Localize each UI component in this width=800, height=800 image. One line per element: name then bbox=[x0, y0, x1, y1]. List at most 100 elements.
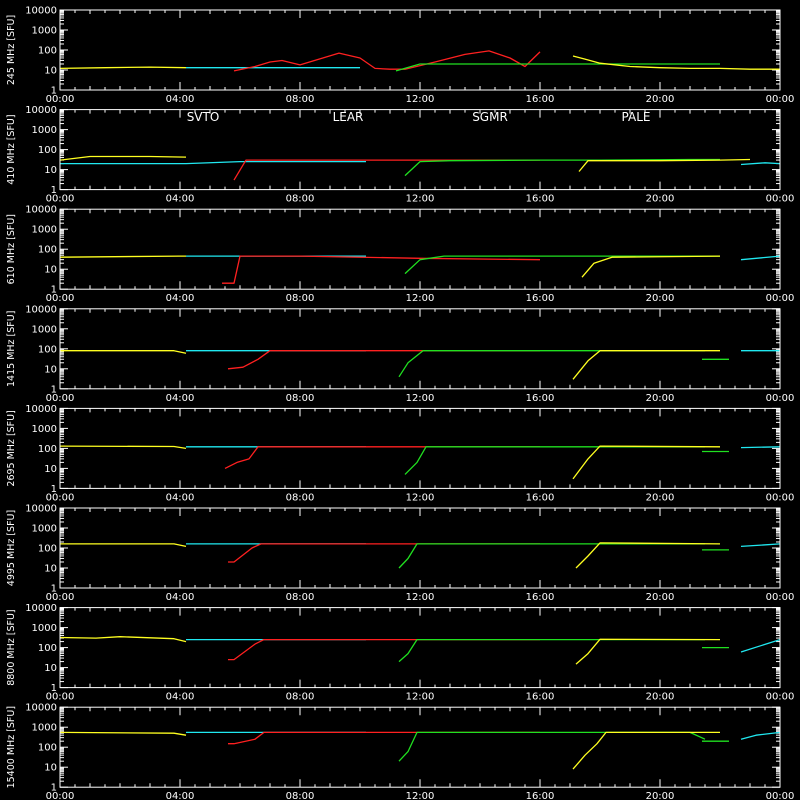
plot-frame bbox=[59, 9, 781, 91]
x-tick-label: 00:00 bbox=[46, 791, 75, 800]
legend-entry-sgmr: SGMR bbox=[472, 110, 508, 124]
x-tick-label: 16:00 bbox=[526, 194, 555, 205]
y-tick-label: 1 bbox=[51, 86, 57, 97]
series-pale bbox=[575, 638, 721, 665]
x-tick-label: 20:00 bbox=[646, 194, 675, 205]
x-tick-label: 00:00 bbox=[46, 592, 75, 603]
plot-frame bbox=[59, 407, 781, 489]
series-pale bbox=[59, 731, 187, 736]
x-tick-label: 12:00 bbox=[406, 393, 435, 404]
y-axis-label: 8800 MHz [SFU] bbox=[6, 609, 17, 685]
y-tick-label: 100 bbox=[38, 46, 57, 57]
series-svto bbox=[228, 543, 540, 563]
x-tick-label: 00:00 bbox=[46, 293, 75, 304]
y-axis-label: 1415 MHz [SFU] bbox=[6, 311, 17, 387]
series-lear bbox=[60, 160, 366, 165]
y-tick-label: 1 bbox=[51, 683, 57, 694]
y-tick-label: 10000 bbox=[25, 304, 57, 315]
x-tick-label: 00:00 bbox=[46, 94, 75, 105]
series-pale bbox=[59, 636, 187, 643]
x-tick-label: 20:00 bbox=[646, 692, 675, 703]
x-tick-label: 04:00 bbox=[166, 492, 195, 503]
legend-entry-pale: PALE bbox=[622, 110, 651, 124]
plot-frame bbox=[59, 607, 781, 689]
x-tick-label: 16:00 bbox=[526, 592, 555, 603]
x-tick-label: 00:00 bbox=[766, 293, 795, 304]
x-tick-label: 08:00 bbox=[286, 393, 315, 404]
series-sgmr bbox=[398, 543, 705, 569]
series-sgmr bbox=[395, 63, 720, 72]
y-tick-label: 10 bbox=[44, 165, 57, 176]
panel-4: 1 10 100 1000 10000 00:00 04:00 08:00 12:00 16:00… bbox=[6, 304, 794, 404]
x-tick-label: 08:00 bbox=[286, 791, 315, 800]
y-tick-label: 10 bbox=[44, 564, 57, 575]
x-tick-label: 12:00 bbox=[406, 592, 435, 603]
panel-7: 1 10 100 1000 10000 00:00 04:00 08:00 12:00 16:00… bbox=[6, 603, 794, 703]
x-tick-label: 08:00 bbox=[286, 194, 315, 205]
x-tick-label: 08:00 bbox=[286, 692, 315, 703]
y-tick-label: 100 bbox=[38, 245, 57, 256]
x-tick-label: 20:00 bbox=[646, 293, 675, 304]
y-tick-label: 10000 bbox=[25, 603, 57, 614]
panel-5: 1 10 100 1000 10000 00:00 04:00 08:00 12:00 16:00… bbox=[6, 404, 794, 504]
x-tick-label: 00:00 bbox=[46, 194, 75, 205]
y-axis-label: 4995 MHz [SFU] bbox=[6, 510, 17, 586]
series-lear bbox=[740, 255, 781, 261]
y-tick-label: 10000 bbox=[25, 6, 57, 17]
series-sgmr bbox=[404, 158, 720, 177]
series-sgmr bbox=[404, 446, 705, 475]
series-pale bbox=[572, 55, 780, 70]
x-tick-label: 08:00 bbox=[286, 293, 315, 304]
series-pale bbox=[59, 445, 187, 450]
x-tick-label: 04:00 bbox=[166, 393, 195, 404]
y-tick-label: 100 bbox=[38, 643, 57, 654]
x-tick-label: 16:00 bbox=[526, 791, 555, 800]
series-sgmr bbox=[404, 255, 720, 275]
plot-frame bbox=[59, 507, 781, 589]
series-lear bbox=[740, 731, 781, 740]
series-pale bbox=[60, 543, 187, 548]
series-lear bbox=[740, 638, 781, 653]
series-pale bbox=[575, 542, 721, 569]
x-tick-label: 16:00 bbox=[526, 293, 555, 304]
x-tick-label: 00:00 bbox=[766, 692, 795, 703]
y-tick-label: 10 bbox=[44, 663, 57, 674]
y-tick-label: 1 bbox=[51, 783, 57, 794]
x-tick-label: 20:00 bbox=[646, 492, 675, 503]
y-tick-label: 1000 bbox=[32, 723, 57, 734]
y-tick-label: 10 bbox=[44, 364, 57, 375]
series-svto bbox=[233, 50, 541, 72]
series-lear bbox=[740, 543, 781, 548]
x-tick-label: 12:00 bbox=[406, 194, 435, 205]
series-svto bbox=[228, 638, 540, 661]
y-tick-label: 10000 bbox=[25, 703, 57, 714]
x-tick-label: 08:00 bbox=[286, 592, 315, 603]
series-sgmr bbox=[398, 731, 706, 762]
legend-entry-svto: SVTO bbox=[187, 110, 220, 124]
y-tick-label: 10 bbox=[44, 464, 57, 475]
x-tick-label: 04:00 bbox=[166, 791, 195, 800]
x-tick-label: 00:00 bbox=[766, 194, 795, 205]
series-pale bbox=[60, 350, 187, 354]
plot-frame bbox=[59, 109, 781, 191]
panel-1: 1 10 100 1000 10000 00:00 04:00 08:00 12:00 16:00… bbox=[6, 6, 794, 106]
plot-frame bbox=[59, 208, 781, 290]
x-tick-label: 00:00 bbox=[46, 692, 75, 703]
series-pale bbox=[581, 255, 721, 278]
series-svto bbox=[227, 350, 540, 370]
y-tick-label: 100 bbox=[38, 145, 57, 156]
x-tick-label: 00:00 bbox=[766, 791, 795, 800]
y-tick-label: 1000 bbox=[32, 324, 57, 335]
panel-2: 1 10 100 1000 10000 00:00 04:00 08:00 12:00 16:00… bbox=[6, 105, 794, 205]
x-tick-label: 08:00 bbox=[286, 94, 315, 105]
x-tick-label: 20:00 bbox=[646, 791, 675, 800]
series-pale bbox=[59, 255, 186, 258]
x-tick-label: 12:00 bbox=[406, 791, 435, 800]
y-tick-label: 1 bbox=[51, 185, 57, 196]
y-tick-label: 10000 bbox=[25, 105, 57, 116]
x-tick-label: 16:00 bbox=[526, 393, 555, 404]
x-tick-label: 20:00 bbox=[646, 94, 675, 105]
y-axis-label: 245 MHz [SFU] bbox=[6, 15, 17, 85]
